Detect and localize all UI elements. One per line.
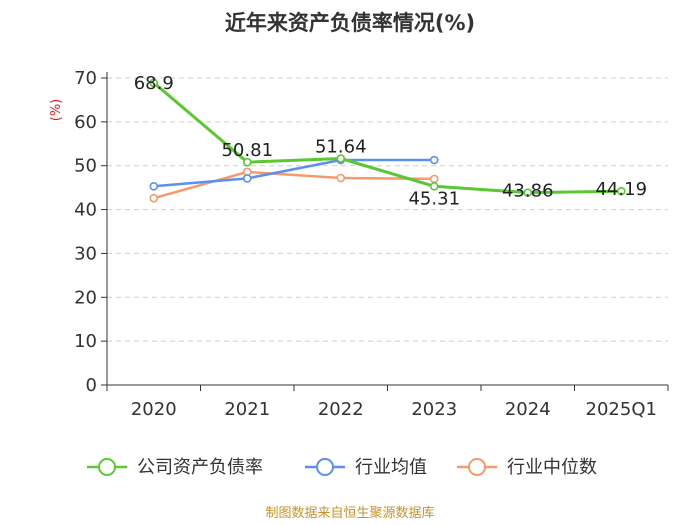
- data-point: [429, 174, 439, 184]
- y-axis-unit: (%): [49, 99, 64, 122]
- x-tick-label: 2023: [411, 399, 457, 420]
- series-line: [152, 170, 436, 200]
- data-point: [336, 154, 346, 163]
- y-tick-label: 0: [86, 375, 97, 396]
- y-tick-label: 60: [74, 112, 97, 133]
- y-tick-label: 50: [74, 156, 97, 177]
- x-tick-label: 2022: [318, 399, 364, 420]
- legend-marker: [316, 458, 334, 476]
- y-tick-label: 70: [74, 68, 97, 89]
- y-tick-label: 10: [74, 331, 97, 352]
- data-point: [336, 173, 346, 183]
- legend-label: 行业均值: [355, 457, 427, 478]
- source-note: 制图数据来自恒生聚源数据库: [265, 505, 434, 521]
- series: [149, 78, 626, 203]
- data-point: [242, 174, 252, 183]
- x-tick-label: 2021: [224, 399, 270, 420]
- legend-marker: [468, 458, 486, 476]
- y-tick-label: 20: [74, 287, 97, 308]
- data-point: [429, 181, 439, 191]
- x-tick-label: 2020: [131, 399, 177, 420]
- data-label: 45.31: [408, 188, 460, 209]
- axes: 0 10 20 30 40 50 60 70 2020 2021 2022 2023 2024 2025Q…: [74, 68, 669, 420]
- data-point: [149, 78, 159, 88]
- data-point: [149, 193, 159, 203]
- data-point: [523, 188, 533, 197]
- series-line: [152, 81, 623, 195]
- legend: 公司资产负债率 行业均值 行业中位数: [87, 457, 597, 478]
- chart-title: 近年来资产负债率情况(%): [225, 11, 475, 35]
- data-point: [149, 182, 159, 191]
- data-label: 44.19: [595, 179, 647, 200]
- legend-marker: [98, 458, 116, 476]
- x-tick-label: 2024: [505, 399, 551, 420]
- grid: [107, 77, 668, 342]
- x-tick-label: 2025Q1: [586, 399, 657, 420]
- legend-label: 公司资产负债率: [137, 457, 263, 478]
- data-point: [616, 186, 626, 196]
- legend-label: 行业中位数: [507, 457, 597, 478]
- data-labels: 68.9 50.81 51.64 45.31 43.86 44.19: [134, 73, 647, 209]
- data-point: [429, 155, 439, 165]
- y-tick-label: 30: [74, 243, 97, 264]
- data-label: 68.9: [134, 73, 174, 94]
- data-point: [242, 157, 252, 167]
- data-label: 43.86: [502, 181, 554, 202]
- data-label: 50.81: [221, 140, 273, 161]
- y-tick-label: 40: [74, 200, 97, 221]
- series-line: [152, 158, 436, 188]
- data-label: 51.64: [315, 137, 367, 158]
